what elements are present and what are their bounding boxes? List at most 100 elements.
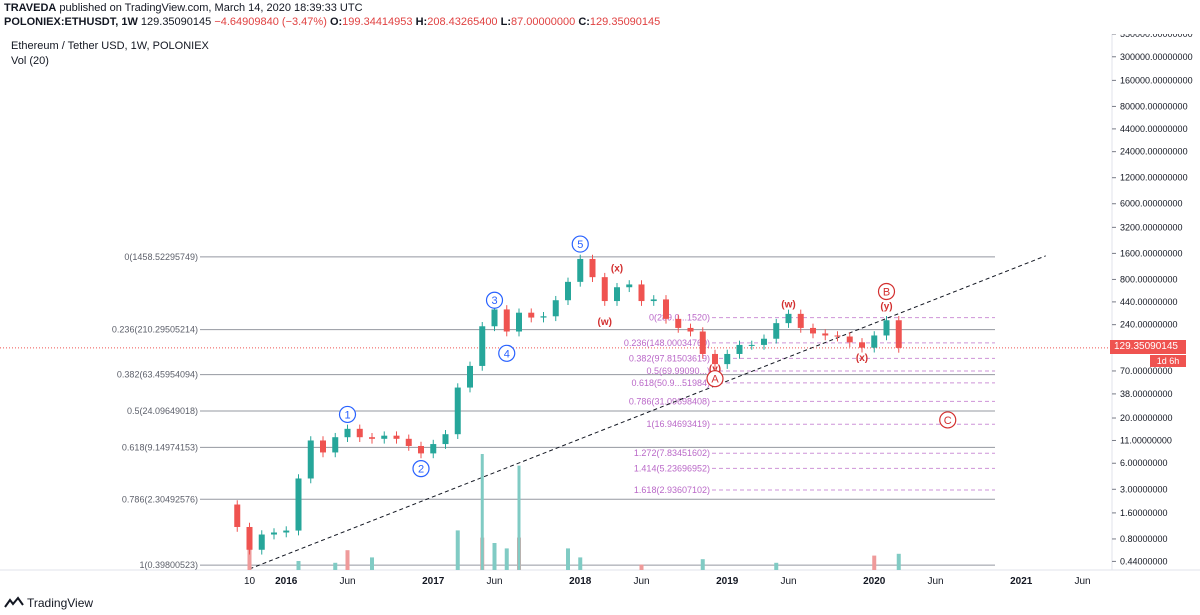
wave-sub-label[interactable]: (x) — [856, 353, 868, 364]
candle-body — [822, 333, 829, 336]
x-tick-label: 2019 — [716, 576, 739, 587]
candle-body — [381, 435, 388, 439]
wave-marker-label: 1 — [344, 409, 350, 421]
fib-level-label: 0(1458.52295749) — [124, 252, 198, 262]
chart-area[interactable]: 550000.00000000 300000.00000000 160000.000… — [0, 34, 1200, 594]
y-tick-label: 44000.00000000 — [1120, 124, 1188, 134]
wave-sub-label[interactable]: (y) — [709, 364, 721, 375]
fib-extension-label: 0(289.0...1520) — [649, 313, 710, 323]
candle-body — [675, 318, 682, 328]
fib-extension-label: 0.5(69.99090...) — [646, 366, 710, 376]
wave-marker-label: B — [883, 287, 890, 299]
candle-body — [895, 320, 902, 348]
y-tick-label: 240.00000000 — [1120, 320, 1178, 330]
y-tick-label: 20.00000000 — [1120, 413, 1173, 423]
publish-info: published on TradingView.com, March 14, … — [59, 2, 363, 14]
fib-level-label: 0.5(24.09649018) — [127, 406, 198, 416]
wave-marker-circle[interactable] — [485, 291, 504, 309]
author-name[interactable]: TRAVEDA — [4, 2, 57, 14]
candle-body — [638, 284, 645, 302]
candle-body — [577, 258, 584, 282]
symbol-label[interactable]: POLONIEX:ETHUSDT, 1W — [4, 16, 138, 28]
wave-marker-label: A — [711, 374, 719, 386]
wave-marker-circle[interactable] — [571, 235, 589, 253]
fib-extension-label: 1.272(7.83451602) — [634, 448, 710, 458]
volume-bar — [333, 562, 338, 570]
candle-body — [467, 365, 473, 388]
candle-body — [552, 300, 559, 317]
candle-body — [699, 331, 706, 354]
y-tick-label: 24000.00000000 — [1120, 147, 1188, 157]
wave-sub-label[interactable]: (w) — [598, 317, 612, 328]
candle-body — [859, 342, 865, 348]
candle-body — [601, 277, 608, 302]
wave-marker-circle[interactable] — [939, 411, 957, 429]
candle-body — [271, 532, 277, 535]
volume-bar — [492, 543, 497, 570]
wave-marker-circle[interactable] — [877, 282, 896, 301]
high-value: 208.43265400 — [427, 16, 498, 28]
candle-body — [687, 327, 694, 332]
fib-level-label: 0.382(63.45954094) — [117, 370, 198, 380]
tradingview-logo-icon[interactable] — [4, 596, 24, 610]
wave-marker-circle[interactable] — [338, 405, 357, 424]
volume-bar — [578, 557, 583, 570]
x-tick-label: 10 — [244, 576, 256, 587]
x-tick-label: 2018 — [569, 576, 592, 587]
wave-sub-label[interactable]: (y) — [880, 301, 892, 312]
candle-body — [369, 437, 375, 439]
wave-marker-circle[interactable] — [706, 370, 724, 388]
wave-marker-circle[interactable] — [498, 344, 516, 362]
candle-body — [332, 437, 339, 453]
x-tick-label: 2020 — [863, 576, 886, 587]
trendline[interactable] — [249, 255, 1046, 570]
candle-body — [761, 338, 767, 345]
x-tick-label: Jun — [633, 576, 649, 587]
y-tick-label: 440.00000000 — [1120, 297, 1178, 307]
fib-level-label: 0.618(9.14974153) — [122, 442, 198, 452]
header: TRAVEDA published on TradingView.com, Ma… — [0, 0, 1200, 34]
fib-extension-label: 0.382(97.81503619) — [629, 353, 710, 363]
candle-body — [663, 299, 669, 319]
fib-extension-label: 1.618(2.93607102) — [634, 485, 710, 495]
candle-body — [797, 313, 804, 328]
candle-body — [356, 428, 363, 438]
volume-bar — [455, 530, 460, 570]
y-tick-label: 70.00000000 — [1120, 366, 1173, 376]
close-label: C: — [578, 16, 590, 28]
chart-title: Ethereum / Tether USD, 1W, POLONIEX — [11, 40, 209, 52]
candle-body — [785, 313, 792, 324]
wave-sub-label[interactable]: (w) — [781, 300, 795, 311]
wave-marker-circle[interactable] — [412, 460, 430, 478]
ohlc-line: POLONIEX:ETHUSDT, 1W 129.35090145 −4.649… — [4, 16, 660, 28]
publish-line: TRAVEDA published on TradingView.com, Ma… — [4, 2, 363, 14]
fib-extension-label: 1(16.94693419) — [646, 419, 710, 429]
chart-legend: Ethereum / Tether USD, 1W, POLONIEX Vol … — [11, 40, 209, 70]
volume-bar — [896, 553, 901, 570]
price-chart-svg[interactable]: 550000.00000000 300000.00000000 160000.000… — [0, 34, 1200, 594]
x-tick-label: Jun — [339, 576, 355, 587]
open-value: 199.34414953 — [342, 16, 413, 28]
candle-body — [405, 438, 412, 446]
y-tick-label: 1600.00000000 — [1120, 248, 1183, 258]
fib-level-label: 1(0.39800523) — [139, 560, 198, 570]
wave-marker-label: 3 — [491, 295, 497, 307]
candle-body — [724, 353, 731, 365]
y-tick-label: 300000.00000000 — [1120, 52, 1193, 62]
indicator-label[interactable]: Vol (20) — [11, 55, 49, 67]
candle-body — [736, 344, 743, 354]
close-value: 129.35090145 — [589, 16, 661, 28]
last-price-tag: 129.35090145 — [1110, 340, 1186, 354]
candle-body — [565, 281, 571, 301]
volume-bar — [504, 548, 509, 570]
candle-body — [479, 326, 486, 366]
volume-bar — [639, 564, 644, 570]
wave-sub-label[interactable]: (x) — [611, 263, 623, 274]
y-tick-label: 0.80000000 — [1120, 534, 1168, 544]
candle-body — [773, 323, 780, 339]
candle-body — [418, 445, 424, 454]
candle-body — [528, 312, 535, 318]
brand-name[interactable]: TradingView — [27, 596, 94, 610]
candle-body — [626, 284, 633, 288]
y-tick-label: 3200.00000000 — [1120, 222, 1183, 232]
